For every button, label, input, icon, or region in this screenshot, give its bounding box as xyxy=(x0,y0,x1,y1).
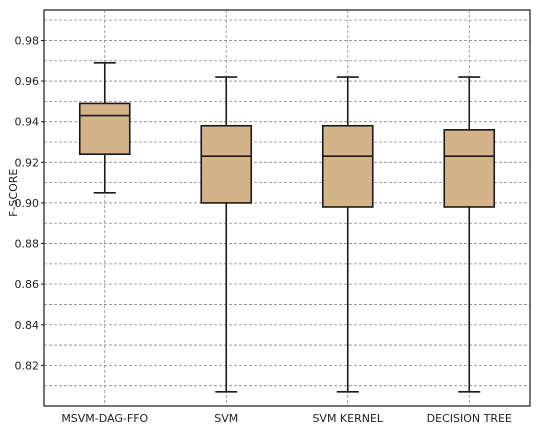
grid-layer xyxy=(44,10,530,407)
box-iqr xyxy=(321,124,374,208)
boxes xyxy=(78,61,496,393)
y-tick-label: 0.96 xyxy=(15,75,40,88)
y-tick-label: 0.82 xyxy=(15,359,40,372)
y-tick-label: 0.88 xyxy=(15,238,40,251)
y-ticks: 0.82 0.84 0.86 0.88 0.90 0.92 0.94 0.96 0.98 xyxy=(15,34,44,372)
y-tick-label: 0.90 xyxy=(15,197,40,210)
y-tick-label: 0.84 xyxy=(15,319,40,332)
x-category-label: MSVM-DAG-FFO xyxy=(61,412,148,425)
box-iqr xyxy=(443,129,496,208)
box-svm-kernel xyxy=(321,76,374,393)
y-tick-label: 0.94 xyxy=(15,116,40,129)
box-svm xyxy=(200,76,253,393)
x-labels: MSVM-DAG-FFO SVM SVM KERNEL DECISION TREE xyxy=(61,412,512,425)
y-axis-label: F-SCORE xyxy=(7,169,20,217)
box-msvm-dag-ffo xyxy=(78,61,131,194)
plot-frame xyxy=(43,9,531,407)
y-tick-label: 0.98 xyxy=(15,34,40,47)
x-category-label: SVM xyxy=(214,412,238,425)
box-iqr xyxy=(200,124,253,204)
box-iqr xyxy=(78,102,131,155)
x-category-label: SVM KERNEL xyxy=(312,412,383,425)
box-decision-tree xyxy=(443,76,496,393)
y-tick-label: 0.92 xyxy=(15,156,40,169)
x-category-label: DECISION TREE xyxy=(427,412,512,425)
y-tick-label: 0.86 xyxy=(15,278,40,291)
